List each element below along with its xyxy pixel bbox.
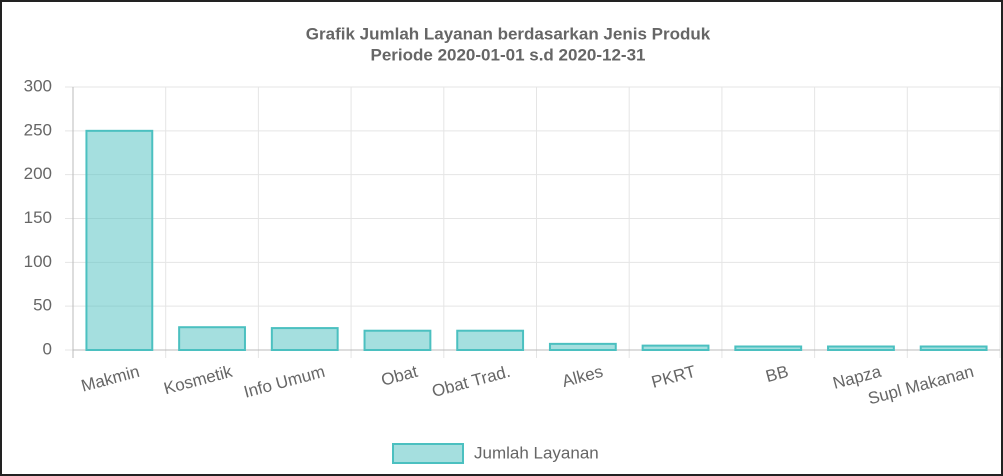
bar <box>641 344 710 352</box>
y-tick-label: 200 <box>24 164 52 183</box>
chart-title: Grafik Jumlah Layanan berdasarkan Jenis … <box>306 24 711 43</box>
y-tick-label: 50 <box>33 296 52 315</box>
y-tick-label: 100 <box>24 252 52 271</box>
bar <box>456 329 525 352</box>
y-tick-label: 150 <box>24 208 52 227</box>
chart-subtitle: Periode 2020-01-01 s.d 2020-12-31 <box>370 45 645 64</box>
bar <box>270 327 339 352</box>
bar <box>548 342 617 352</box>
legend-swatch <box>392 443 464 464</box>
bar <box>827 345 895 352</box>
y-tick-label: 250 <box>24 120 52 139</box>
bar <box>363 329 432 352</box>
bar <box>85 129 154 351</box>
y-tick-label: 0 <box>43 339 52 358</box>
legend-label: Jumlah Layanan <box>474 443 599 462</box>
bar <box>919 345 988 352</box>
bar <box>734 345 803 352</box>
bar <box>178 326 246 351</box>
y-tick-label: 300 <box>24 76 52 95</box>
